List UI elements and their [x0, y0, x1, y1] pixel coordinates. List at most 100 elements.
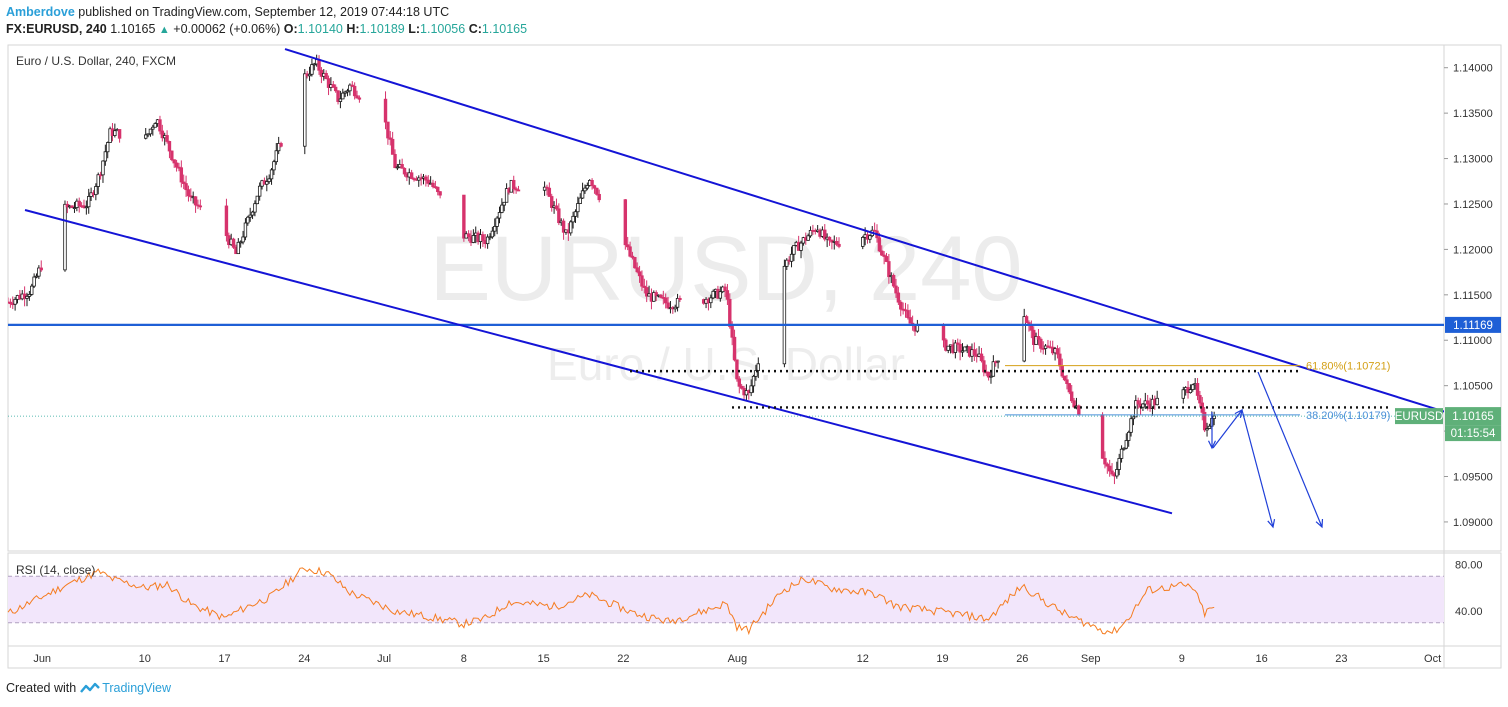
candle [495, 216, 499, 235]
candle [557, 203, 561, 226]
candle [554, 198, 559, 211]
candle [1188, 384, 1193, 394]
candle [725, 284, 730, 305]
candle [77, 197, 81, 213]
candle [1077, 404, 1081, 416]
candle [1198, 391, 1202, 408]
arrow-down-short[interactable] [1207, 412, 1217, 450]
price-badge: 1.10165 01:15:54 [1445, 407, 1501, 442]
time-tick-label: Oct [1424, 653, 1441, 665]
candle [592, 184, 597, 194]
countdown-badge-text: 01:15:54 [1451, 428, 1496, 440]
candle [153, 122, 157, 128]
candle [274, 142, 279, 165]
candle [628, 241, 632, 258]
candle [960, 343, 965, 357]
change-up-icon: ▲ [158, 24, 170, 36]
candle [250, 210, 255, 220]
candle [1141, 403, 1145, 412]
candle [241, 230, 245, 245]
candle [393, 149, 397, 169]
watermark-description: Euro / U.S. Dollar [547, 338, 905, 390]
candle [1039, 337, 1043, 353]
candle [1024, 314, 1029, 323]
candle [1115, 461, 1119, 479]
fib-618-label: 61.80%(1.10721) [1306, 361, 1390, 373]
candle [106, 141, 110, 159]
candle [27, 290, 32, 301]
arrow-down-target-1[interactable] [1241, 409, 1276, 529]
open-label: O: [283, 22, 298, 36]
author-link[interactable]: Amberdove [6, 5, 75, 19]
candle [789, 246, 794, 268]
rsi-plot-area: 80.00 40.00 [7, 560, 1483, 636]
arrow-down-target-2[interactable] [1257, 371, 1324, 529]
candle [732, 329, 737, 362]
candle [167, 140, 172, 159]
candle [184, 175, 188, 197]
candle [1131, 415, 1136, 426]
candle [642, 278, 647, 294]
candle [626, 236, 630, 251]
candle [958, 339, 962, 361]
candle [1124, 433, 1129, 450]
time-tick-label: Jul [377, 653, 391, 665]
candle [336, 90, 340, 105]
candle [561, 218, 566, 240]
candle [1195, 378, 1200, 401]
candle [986, 371, 991, 381]
candle [151, 124, 155, 136]
time-tick-label: 26 [1016, 653, 1028, 665]
candle [388, 131, 392, 146]
change-value: +0.00062 (+0.06%) [173, 22, 281, 36]
candle [1181, 386, 1185, 404]
candle [343, 90, 347, 98]
candle [98, 171, 103, 180]
low-label: L: [408, 22, 421, 36]
candle [989, 371, 993, 384]
candle [576, 196, 580, 218]
open-value: 1.10140 [297, 22, 343, 36]
time-tick-label: Aug [728, 653, 748, 665]
candle [72, 202, 77, 213]
candle [580, 182, 585, 199]
tradingview-brand-link[interactable]: TradingView [102, 681, 171, 695]
candle [424, 174, 428, 187]
candle [70, 205, 74, 209]
candle [400, 158, 404, 169]
candle [963, 346, 967, 352]
candle [711, 289, 715, 300]
chart-header: Amberdove published on TradingView.com, … [6, 4, 527, 39]
candle [338, 90, 343, 109]
candle [63, 200, 67, 272]
candle [799, 240, 803, 259]
candle [276, 136, 281, 155]
candle [310, 58, 314, 77]
candle [834, 237, 839, 247]
candle [982, 355, 986, 377]
candle [595, 187, 599, 196]
rsi-tick-label: 40.00 [1455, 606, 1483, 618]
candle [170, 150, 174, 162]
candle [718, 286, 723, 302]
candle [644, 280, 649, 303]
time-tick-label: Jun [33, 653, 51, 665]
candle [1055, 345, 1060, 359]
main-plot-area: 61.80%(1.10721) 38.20%(1.10179) [8, 48, 1444, 529]
candle [585, 182, 590, 191]
channel-upper-trendline[interactable] [284, 48, 1444, 413]
level-badge-text: 1.11169 [1453, 320, 1493, 332]
candle [182, 174, 186, 190]
candle [303, 68, 307, 155]
candle [497, 206, 502, 224]
candle [785, 258, 789, 270]
candle [946, 345, 950, 354]
candle [637, 265, 642, 283]
candle [512, 175, 516, 194]
published-text: published on TradingView.com, September … [78, 5, 450, 19]
rsi-tick-label: 80.00 [1455, 560, 1483, 572]
candle [573, 209, 578, 223]
candle [663, 293, 668, 309]
channel-lower-trendline[interactable] [24, 209, 1173, 515]
